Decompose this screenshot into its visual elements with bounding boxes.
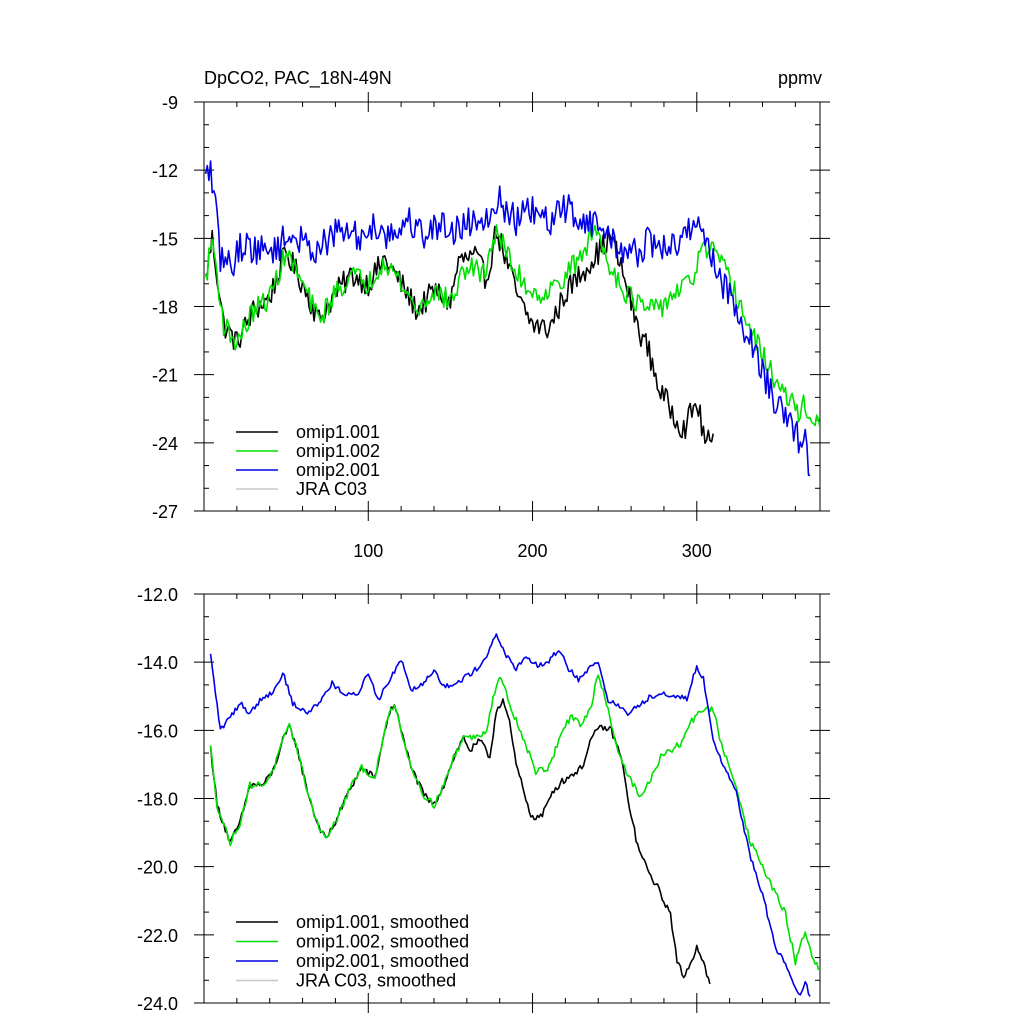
legend-label: omip2.001 (296, 460, 380, 480)
legend-label: JRA C03, smoothed (296, 971, 456, 991)
x-tick-label: 100 (353, 541, 383, 561)
legend-label: omip2.001, smoothed (296, 951, 469, 971)
series-line-omip1-001 (204, 225, 714, 444)
series-line-omip1-002 (204, 224, 820, 429)
y-tick-label: -21 (152, 366, 178, 386)
y-tick-label: -16.0 (137, 721, 178, 741)
bottom-panel: -12.0 -14.0 -16.0 -18.0 -20.0 -22.0 -24.0 omip1… (137, 584, 830, 1014)
top-panel: DpCO2, PAC_18N-49N ppmv 100 200 300 -9 -12 -1… (152, 68, 830, 561)
y-tick-label: -24 (152, 434, 178, 454)
y-tick-label: -22.0 (137, 926, 178, 946)
legend-label: omip1.001, smoothed (296, 912, 469, 932)
legend-label: JRA C03 (296, 479, 367, 499)
series-line-omip2-001 (204, 160, 811, 477)
y-tick-label: -12 (152, 161, 178, 181)
x-tick-label: 200 (518, 541, 548, 561)
y-tick-label: -18 (152, 298, 178, 318)
y-tick-label: -9 (162, 93, 178, 113)
units-label: ppmv (778, 68, 822, 88)
y-tick-label: -12.0 (137, 585, 178, 605)
series-line-omip2-001-smoothed (209, 633, 811, 997)
chart-title: DpCO2, PAC_18N-49N (204, 68, 392, 89)
y-tick-label: -24.0 (137, 994, 178, 1014)
legend-label: omip1.002, smoothed (296, 932, 469, 952)
y-tick-label: -20.0 (137, 858, 178, 878)
y-tick-label: -15 (152, 229, 178, 249)
series-line-omip1-002-smoothed (209, 674, 820, 971)
x-tick-label: 300 (682, 541, 712, 561)
legend-label: omip1.001 (296, 422, 380, 442)
y-tick-label: -27 (152, 502, 178, 522)
y-tick-label: -18.0 (137, 790, 178, 810)
legend-label: omip1.002 (296, 441, 380, 461)
y-tick-label: -14.0 (137, 653, 178, 673)
